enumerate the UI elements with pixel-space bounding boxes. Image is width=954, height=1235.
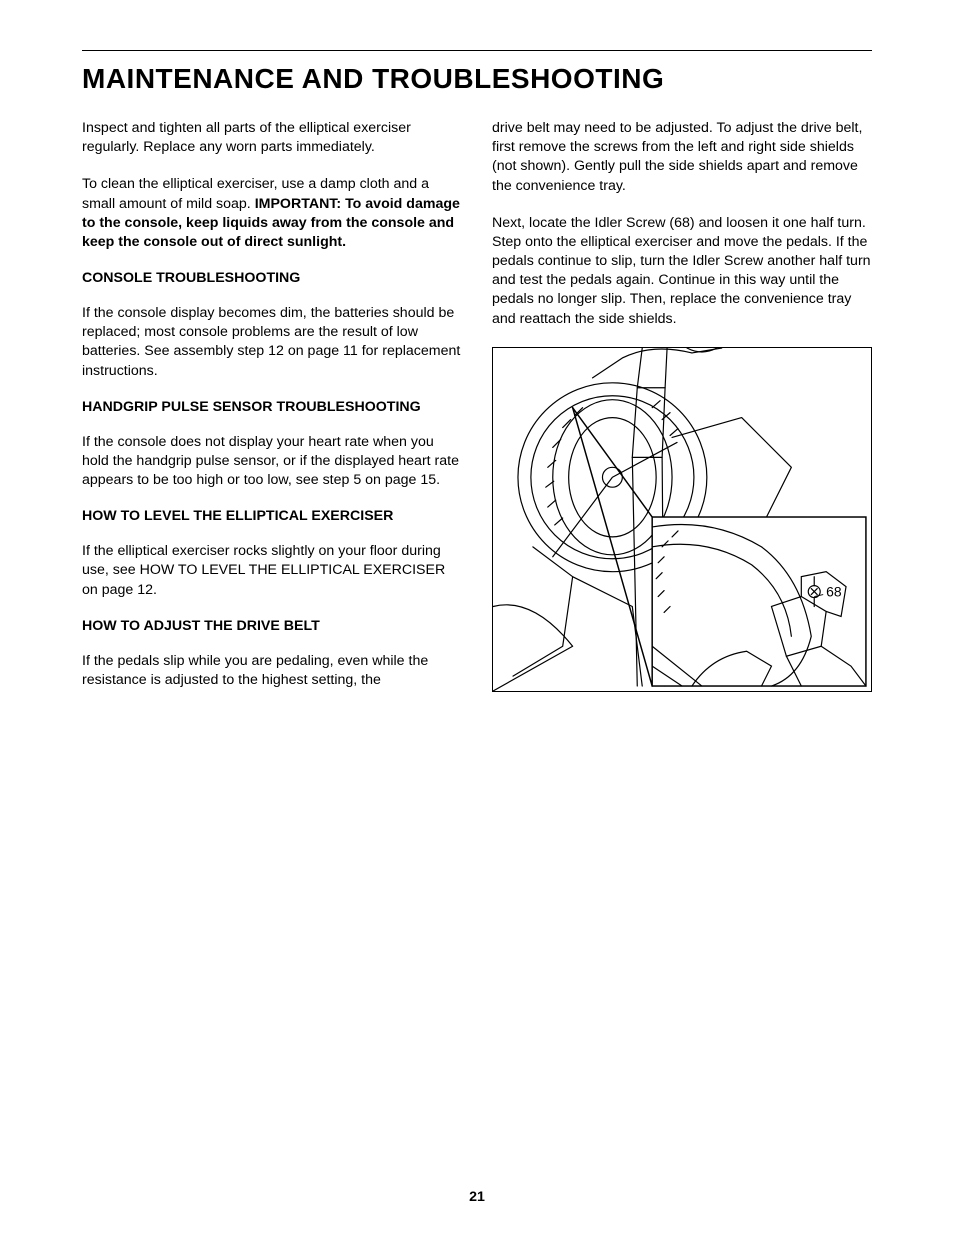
drivebelt-para-start: If the pedals slip while you are pedalin… <box>82 652 462 690</box>
page-content: MAINTENANCE AND TROUBLESHOOTING Inspect … <box>0 0 954 708</box>
top-rule <box>82 50 872 51</box>
elliptical-diagram-svg: 68 <box>493 348 871 691</box>
level-para: If the elliptical exerciser rocks slight… <box>82 542 462 600</box>
subhead-level: HOW TO LEVEL THE ELLIPTICAL EXERCISER <box>82 508 462 524</box>
two-column-layout: Inspect and tighten all parts of the ell… <box>82 119 872 708</box>
left-column: Inspect and tighten all parts of the ell… <box>82 119 462 708</box>
right-column: drive belt may need to be adjusted. To a… <box>492 119 872 708</box>
console-para: If the console display becomes dim, the … <box>82 304 462 381</box>
callout-68-label: 68 <box>826 583 842 599</box>
page-title: MAINTENANCE AND TROUBLESHOOTING <box>82 63 872 95</box>
pulse-para: If the console does not display your hea… <box>82 433 462 491</box>
page-number: 21 <box>0 1189 954 1205</box>
subhead-console: CONSOLE TROUBLESHOOTING <box>82 270 462 286</box>
subhead-drivebelt: HOW TO ADJUST THE DRIVE BELT <box>82 618 462 634</box>
intro-para-1: Inspect and tighten all parts of the ell… <box>82 119 462 157</box>
idler-screw-figure: 68 <box>492 347 872 692</box>
idler-screw-para: Next, locate the Idler Screw (68) and lo… <box>492 214 872 329</box>
inset-detail: 68 <box>652 517 866 686</box>
intro-para-2: To clean the elliptical exerciser, use a… <box>82 175 462 252</box>
subhead-pulse: HANDGRIP PULSE SENSOR TROUBLESHOOTING <box>82 399 462 415</box>
drivebelt-para-cont: drive belt may need to be adjusted. To a… <box>492 119 872 196</box>
